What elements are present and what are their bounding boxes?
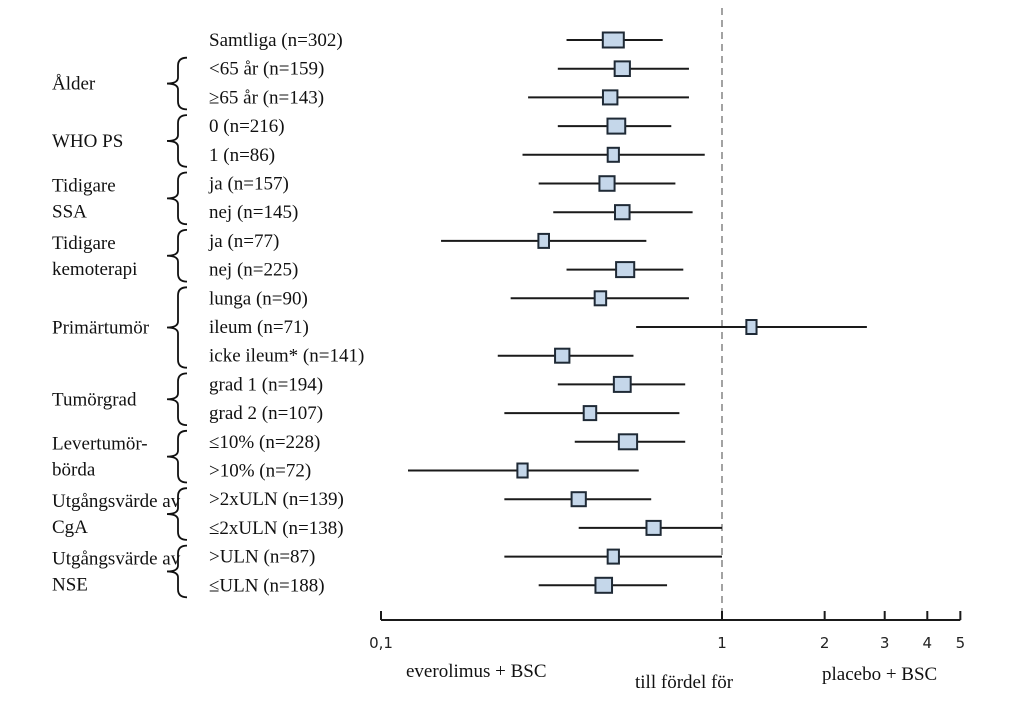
hr-point-box	[745, 319, 758, 335]
ci-row	[557, 60, 689, 78]
row-label: ≤2xULN (n=138)	[209, 518, 344, 539]
x-axis-label: till fördel för	[635, 672, 734, 693]
group-bracket	[166, 372, 188, 426]
hr-point-box	[582, 405, 598, 422]
ci-row	[504, 405, 680, 422]
row-label: 1 (n=86)	[209, 145, 275, 166]
row-label: ja (n=157)	[208, 174, 289, 195]
favours-left-label: everolimus + BSC	[406, 661, 547, 682]
ci-row	[578, 519, 722, 536]
hr-point-box	[615, 261, 636, 279]
hr-point-box	[537, 232, 551, 249]
hr-point-box	[570, 491, 587, 508]
hr-point-box	[516, 462, 529, 479]
hr-point-box	[601, 89, 619, 106]
ci-row	[497, 347, 634, 364]
row-label: ≤10% (n=228)	[209, 432, 320, 453]
row-label: ≤ULN (n=188)	[209, 575, 325, 596]
hr-point-box	[617, 433, 639, 451]
row-label: grad 1 (n=194)	[209, 374, 323, 395]
group-bracket	[166, 56, 188, 111]
ci-row	[504, 491, 652, 508]
ci-row	[538, 576, 668, 594]
group-label: Utgångsvärde av	[52, 491, 181, 512]
group-label: WHO PS	[52, 131, 123, 152]
x-tick-label: 0,1	[369, 634, 393, 652]
hr-point-box	[606, 146, 620, 163]
hr-point-box	[606, 117, 627, 135]
ci-row	[538, 175, 676, 192]
row-label: >2xULN (n=139)	[209, 489, 344, 510]
ci-row	[510, 290, 689, 307]
ci-row	[553, 204, 693, 221]
x-tick-label: 1	[717, 634, 727, 652]
group-bracket	[166, 544, 188, 599]
row-label: nej (n=225)	[209, 260, 298, 281]
ci-row	[557, 375, 686, 393]
x-tick-label: 3	[880, 634, 890, 652]
ci-row	[522, 146, 705, 163]
row-label: ileum (n=71)	[209, 317, 309, 338]
row-label: icke ileum* (n=141)	[209, 346, 364, 367]
hr-point-box	[601, 31, 625, 49]
group-bracket	[166, 487, 188, 541]
hr-point-box	[554, 347, 571, 364]
row-label: Samtliga (n=302)	[209, 30, 343, 51]
group-bracket	[166, 229, 188, 283]
hr-point-box	[612, 375, 632, 393]
row-label: >ULN (n=87)	[209, 547, 315, 568]
group-label: kemoterapi	[52, 259, 137, 280]
ci-row	[636, 319, 867, 335]
ci-row	[504, 548, 722, 565]
x-tick-label: 4	[923, 634, 933, 652]
row-label: lunga (n=90)	[209, 288, 308, 309]
x-tick-label: 5	[956, 634, 966, 652]
ci-row	[408, 462, 639, 479]
group-bracket	[166, 171, 188, 226]
row-label: ja (n=77)	[208, 231, 279, 252]
ci-row	[566, 31, 663, 49]
ci-row	[441, 232, 647, 249]
row-label: >10% (n=72)	[209, 461, 311, 482]
hr-point-box	[594, 576, 614, 594]
group-label: Ålder	[52, 74, 96, 95]
ci-row	[557, 117, 672, 135]
hr-point-box	[613, 60, 631, 78]
group-label: Levertumör-	[52, 434, 148, 455]
group-label: börda	[52, 460, 96, 481]
row-label: nej (n=145)	[209, 202, 298, 223]
group-label: Tidigare	[52, 233, 116, 254]
hr-point-box	[593, 290, 608, 307]
group-label: CgA	[52, 517, 88, 538]
x-tick-label: 2	[820, 634, 830, 652]
group-label: Utgångsvärde av	[52, 548, 181, 569]
group-bracket	[166, 114, 188, 168]
ci-row	[566, 261, 684, 279]
group-label: Tumörgrad	[52, 389, 137, 410]
ci-row	[528, 89, 689, 106]
group-label: SSA	[52, 201, 87, 222]
row-label: <65 år (n=159)	[209, 59, 324, 80]
hr-point-box	[606, 548, 620, 565]
group-label: Primärtumör	[52, 318, 150, 339]
row-label: ≥65 år (n=143)	[209, 87, 324, 108]
ci-row	[574, 433, 686, 451]
row-label: grad 2 (n=107)	[209, 403, 323, 424]
group-bracket	[166, 286, 188, 369]
favours-right-label: placebo + BSC	[822, 664, 937, 685]
hr-point-box	[614, 204, 631, 221]
hr-point-box	[645, 519, 662, 536]
group-label: Tidigare	[52, 175, 116, 196]
group-label: NSE	[52, 574, 88, 595]
row-label: 0 (n=216)	[209, 116, 285, 137]
group-bracket	[166, 429, 188, 484]
hr-point-box	[598, 175, 616, 192]
